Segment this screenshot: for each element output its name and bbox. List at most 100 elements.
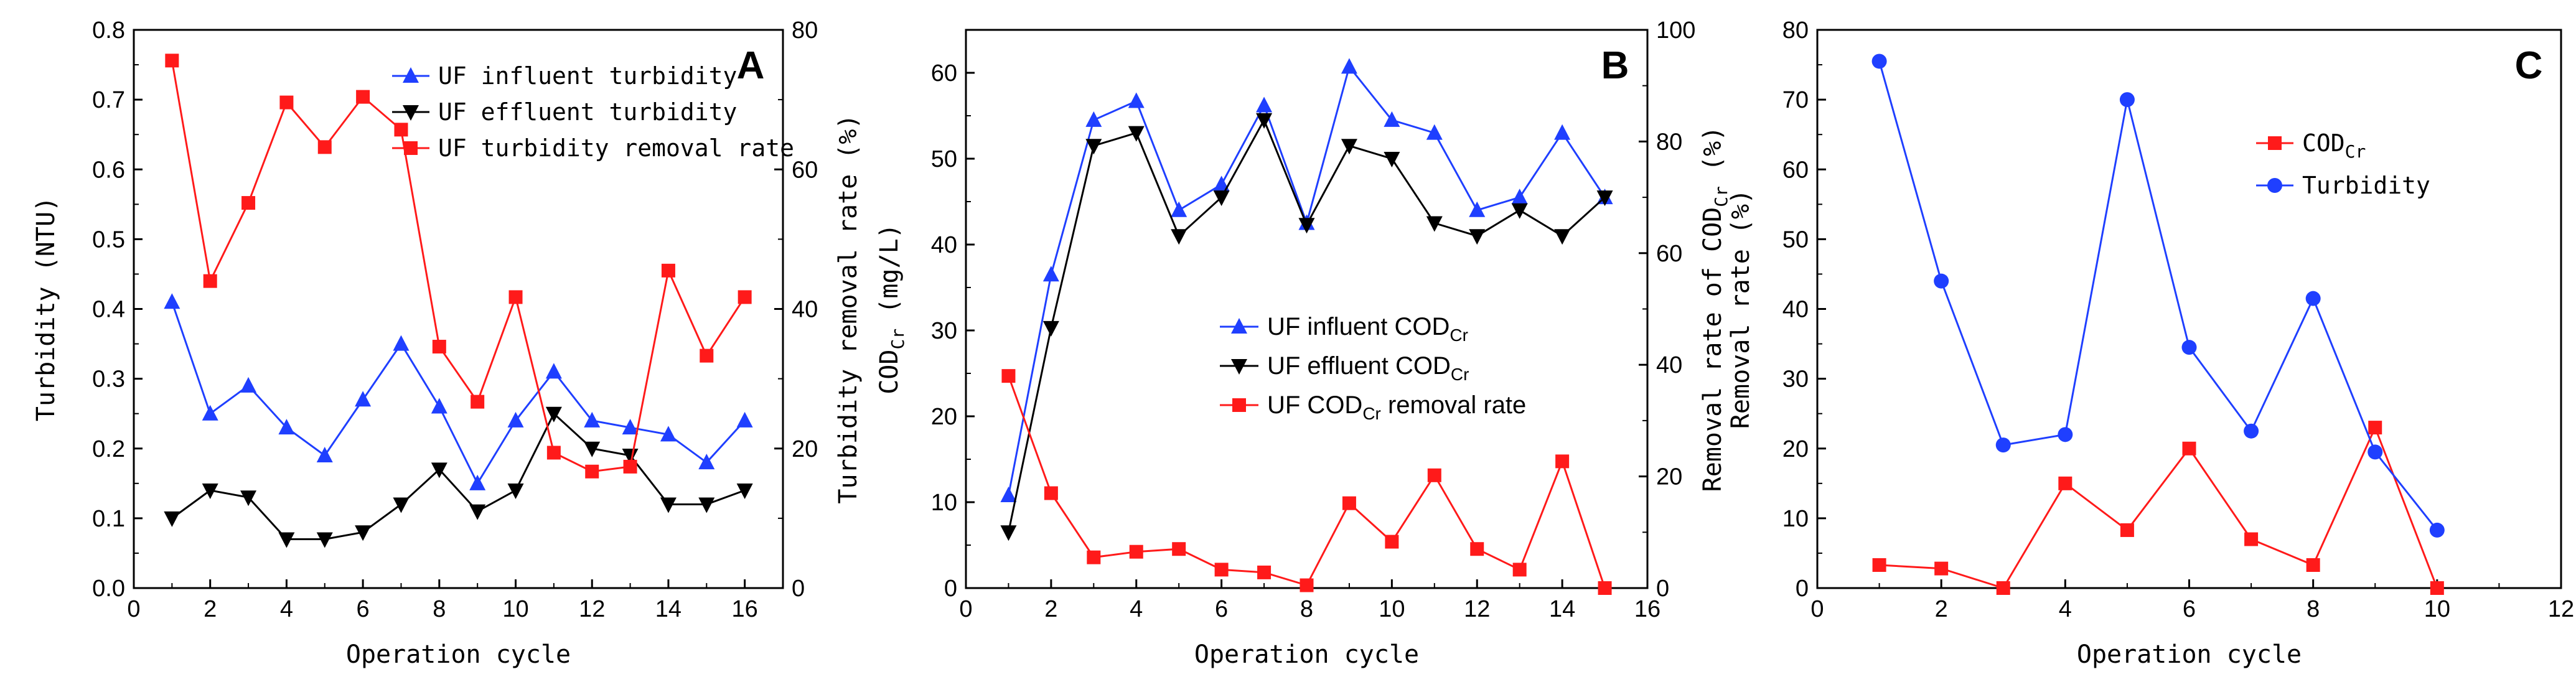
x-tick-label: 2 <box>1044 596 1057 622</box>
series-2 <box>165 54 752 479</box>
data-point <box>1872 558 1886 572</box>
y-right-tick-label: 0 <box>792 576 805 602</box>
data-point <box>1213 175 1230 192</box>
data-point <box>394 123 408 137</box>
y-left-title-main: Removal rate (%) <box>1726 189 1755 429</box>
legend-label-main: UF effluent turbidity <box>438 98 737 126</box>
x-tick-label: 4 <box>1130 596 1143 622</box>
data-point <box>660 497 677 513</box>
data-point <box>2244 423 2259 439</box>
y-left-tick-label: 0.3 <box>92 367 125 393</box>
data-point <box>698 454 715 470</box>
data-point <box>1341 58 1357 74</box>
y-left-tick-label: 0.2 <box>92 436 125 462</box>
legend-label: UF turbidity removal rate <box>438 134 794 162</box>
data-point <box>584 441 601 457</box>
legend-label-sub: Cr <box>1450 325 1468 345</box>
data-point <box>1427 468 1441 482</box>
data-point <box>1996 581 2010 595</box>
data-point <box>2120 523 2134 537</box>
series-0 <box>164 293 753 490</box>
data-point <box>1087 550 1101 564</box>
data-point <box>2430 581 2444 595</box>
data-point <box>1511 189 1528 205</box>
data-point <box>1256 96 1273 113</box>
data-point <box>355 525 372 541</box>
series-line <box>1879 425 2438 589</box>
series-1 <box>1871 54 2445 538</box>
y-left-tick-label: 0.6 <box>92 157 125 183</box>
y-right-tick-label: 80 <box>1656 129 1682 155</box>
y-left-tick-label: 0.7 <box>92 87 125 113</box>
series-0 <box>1000 58 1613 502</box>
data-point <box>1044 486 1058 500</box>
data-point <box>1256 113 1273 129</box>
x-tick-label: 10 <box>1379 596 1405 622</box>
data-point <box>1598 581 1612 595</box>
x-tick-label: 10 <box>2424 596 2450 622</box>
legend-marker <box>403 67 419 83</box>
series-line <box>171 412 746 541</box>
y-left-tick-label: 0 <box>1796 576 1809 602</box>
y-right-tick-label: 60 <box>1656 241 1682 267</box>
data-point <box>736 411 753 428</box>
series-0 <box>1872 421 2444 595</box>
data-point <box>2058 476 2073 490</box>
legend-label-suffix: removal rate <box>1381 391 1526 419</box>
x-axis-title: Operation cycle <box>1194 640 1419 669</box>
x-tick-label: 8 <box>1300 596 1313 622</box>
data-point <box>1384 111 1400 127</box>
legend-label: UF influent turbidity <box>438 62 737 90</box>
y-left-tick-label: 30 <box>931 318 957 344</box>
legend-label: CODCr <box>2302 129 2366 162</box>
data-point <box>202 404 218 421</box>
data-point <box>1871 54 1887 69</box>
y-left-tick-label: 0.8 <box>92 17 125 44</box>
legend: UF influent turbidity UF effluent turbidi… <box>392 62 794 162</box>
data-point <box>1042 266 1059 282</box>
legend-label: UF CODCr removal rate <box>1267 391 1526 423</box>
legend-label-main: UF influent COD <box>1267 313 1450 340</box>
legend-marker <box>2268 136 2282 150</box>
x-tick-label: 6 <box>357 596 370 622</box>
data-point <box>240 376 257 393</box>
panel-a: 0 2 4 6 8 10 12 14 16 0.0 0.1 0.2 0.3 0.4 0.5 0.6 0.7 0.8… <box>32 17 863 669</box>
data-point <box>1214 563 1229 577</box>
data-point <box>471 395 485 409</box>
y-left-tick-label: 40 <box>931 232 957 258</box>
x-axis-title: Operation cycle <box>2077 640 2302 669</box>
x-tick-label: 4 <box>2059 596 2072 622</box>
legend-label-sub: Cr <box>1362 404 1381 423</box>
data-point <box>241 196 256 210</box>
data-point <box>545 363 562 379</box>
legend-label-sub: Cr <box>1451 365 1469 384</box>
y-left-tick-label: 10 <box>1782 506 1809 532</box>
y-left-title-main: Turbidity (NTU) <box>32 197 60 421</box>
panel-b: 0 2 4 6 8 10 12 14 160102030405060020406080100Op… <box>875 17 1731 669</box>
y-left-tick-label: 10 <box>931 490 957 516</box>
data-point <box>1385 535 1399 549</box>
x-tick-label: 6 <box>1215 596 1228 622</box>
legend-label: UF influent CODCr <box>1267 313 1468 345</box>
y-left-axis-title: Removal rate (%) <box>1726 189 1755 429</box>
panel-c: 0 2 4 6 8 10 12 0 10 20 30 40 50 60 70 80 Operation cycl… <box>1726 17 2574 669</box>
legend-marker <box>1231 359 1247 375</box>
data-point <box>431 398 447 414</box>
data-point <box>469 474 486 490</box>
series-line <box>1878 61 2438 531</box>
x-tick-label: 10 <box>502 596 528 622</box>
data-point <box>355 391 372 407</box>
data-point <box>2058 427 2073 442</box>
y-left-tick-label: 50 <box>1782 227 1809 253</box>
legend-label: Turbidity <box>2302 172 2430 199</box>
series-line <box>171 60 746 473</box>
series-line <box>171 301 746 485</box>
data-point <box>2368 444 2383 460</box>
data-point <box>1554 124 1571 140</box>
x-tick-label: 16 <box>1634 596 1660 622</box>
data-point <box>545 406 562 423</box>
x-tick-label: 8 <box>433 596 446 622</box>
data-point <box>2181 340 2197 355</box>
